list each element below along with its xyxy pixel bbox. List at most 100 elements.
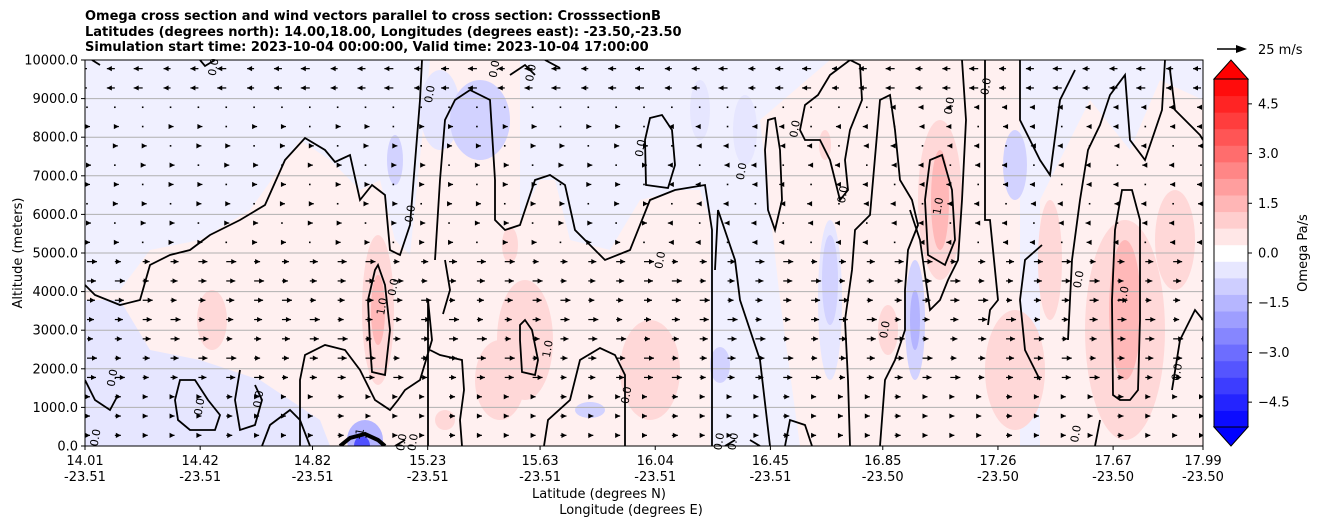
wind-vector <box>169 202 172 205</box>
wind-vector <box>588 355 597 361</box>
wind-vector <box>1057 104 1063 110</box>
wind-vector <box>699 278 706 284</box>
wind-vector <box>698 106 701 109</box>
wind-vector <box>531 222 534 224</box>
x-tick-label-longitude: -23.50 <box>1092 470 1134 485</box>
contour-line <box>784 418 813 446</box>
contour-line <box>85 379 119 412</box>
wind-vector <box>919 239 925 245</box>
wind-vector <box>950 374 961 381</box>
wind-vector <box>560 394 567 400</box>
y-tick-label: 0.0 <box>57 440 78 455</box>
wind-vector <box>391 220 397 226</box>
wind-vector <box>308 143 314 149</box>
wind-vector <box>85 432 90 438</box>
contour-label: 0.0 <box>978 77 994 96</box>
wind-vector <box>1006 394 1013 400</box>
wind-vector <box>1033 394 1039 400</box>
wind-vector <box>811 355 818 361</box>
wind-vector <box>893 125 896 128</box>
y-axis-label: Altitude (meters) <box>11 198 26 309</box>
x-tick-label-latitude: 17.67 <box>1095 454 1132 469</box>
wind-vector <box>198 259 208 265</box>
wind-vector <box>504 336 511 342</box>
wind-vector <box>475 201 481 207</box>
contour-line <box>442 259 451 315</box>
wind-vector <box>476 432 482 438</box>
wind-vector <box>922 432 928 438</box>
contour-line <box>1169 69 1203 141</box>
wind-vector <box>1173 316 1180 323</box>
wind-vector <box>587 106 590 109</box>
contour-label: 0.0 <box>88 428 104 447</box>
wind-vector <box>141 106 144 109</box>
x-tick-label-longitude: -23.51 <box>749 470 791 485</box>
wind-vector <box>364 164 367 166</box>
wind-vector <box>1087 432 1093 438</box>
wind-vector <box>1029 123 1035 130</box>
wind-vector <box>835 123 841 130</box>
wind-vector <box>420 202 422 205</box>
wind-vector <box>476 259 486 265</box>
wind-vector <box>664 85 672 91</box>
wind-vector <box>1114 201 1120 207</box>
wind-vector <box>727 374 735 381</box>
wind-vector <box>696 201 702 207</box>
wind-vector <box>1113 181 1119 188</box>
wind-vector <box>581 66 589 72</box>
wind-vector <box>894 278 903 284</box>
contour-line <box>1111 189 1141 401</box>
wind-vector <box>974 104 980 110</box>
wind-vector <box>196 143 202 149</box>
wind-vector <box>1089 336 1097 342</box>
contour-label: 0.0 <box>877 320 893 339</box>
wind-vector <box>217 66 227 72</box>
wind-vector <box>808 162 814 168</box>
wind-vector <box>643 241 645 244</box>
wind-vector <box>106 85 115 91</box>
wind-vector <box>336 220 342 226</box>
wind-vector <box>309 259 318 265</box>
wind-vector <box>449 297 456 303</box>
wind-vector <box>783 374 793 381</box>
wind-vector <box>723 201 729 207</box>
x-tick-label-longitude: -23.50 <box>1182 470 1224 485</box>
wind-vector <box>1117 432 1124 438</box>
wind-vector <box>838 374 845 381</box>
wind-vector <box>364 181 370 188</box>
contour-line <box>394 439 406 446</box>
wind-vector <box>838 316 848 323</box>
contour-line <box>724 439 736 446</box>
wind-vector <box>281 222 283 224</box>
wind-vector <box>866 106 868 109</box>
wind-vector <box>671 432 678 438</box>
contour-line <box>764 116 783 234</box>
wind-vector <box>560 355 568 361</box>
wind-vector <box>441 66 450 72</box>
wind-vector <box>392 201 398 207</box>
colorbar-bin <box>1214 410 1248 428</box>
wind-vector <box>838 336 847 342</box>
colorbar-bin <box>1214 161 1248 179</box>
wind-vector <box>357 66 366 72</box>
wind-vector <box>866 297 873 303</box>
wind-vector <box>1170 181 1176 188</box>
wind-vector <box>253 202 255 205</box>
wind-vector <box>309 297 316 303</box>
wind-vector <box>1145 316 1156 323</box>
wind-vector <box>668 123 674 130</box>
wind-vector <box>1170 239 1176 245</box>
wind-vector <box>559 143 565 149</box>
contour-label: 0.0 <box>405 433 421 452</box>
wind-vector <box>755 316 762 323</box>
wind-vector <box>140 162 146 168</box>
contour-line <box>299 299 433 446</box>
wind-vector <box>1061 259 1072 265</box>
wind-vector <box>946 123 952 130</box>
wind-vector <box>254 394 260 400</box>
wind-vector <box>169 394 175 400</box>
wind-vector <box>783 259 794 265</box>
wind-vector <box>142 374 149 381</box>
wind-vector <box>141 143 147 149</box>
wind-vector <box>922 297 931 303</box>
